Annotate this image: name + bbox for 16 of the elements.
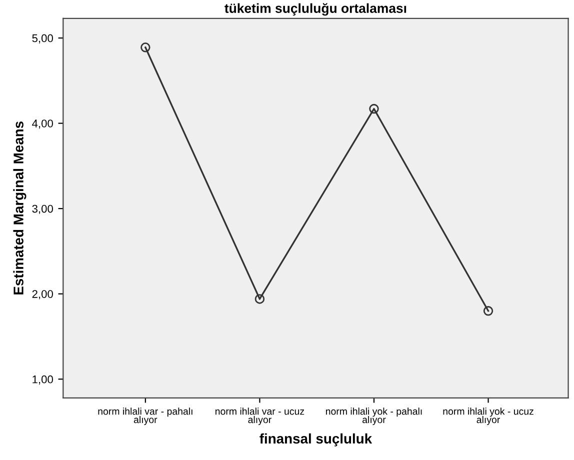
x-tick-label: norm ihlali yok - pahalı alıyor [326, 408, 422, 426]
point [369, 104, 379, 114]
y-tick-label: 4,00 [32, 120, 53, 129]
x-tick-label: norm ihlali var - ucuz alıyor [216, 408, 304, 426]
point [140, 42, 150, 52]
y-tick-label: 5,00 [32, 34, 53, 44]
y-tick-label: 1,00 [32, 375, 53, 385]
y-axis-title: Estimated Marginal Means [13, 122, 26, 294]
chart-title: tüketim suçluluğu ortalaması [224, 3, 406, 16]
x-tick-label: norm ihlali var - pahalı alıyor [98, 408, 192, 426]
x-tick-label: norm ihlali yok - ucuz alıyor [443, 408, 534, 426]
point [254, 294, 265, 304]
y-tick-label: 3,00 [32, 204, 53, 214]
point [483, 306, 494, 316]
y-tick-label: 2,00 [32, 290, 53, 300]
x-axis-title: finansal suçluluk [260, 433, 372, 446]
